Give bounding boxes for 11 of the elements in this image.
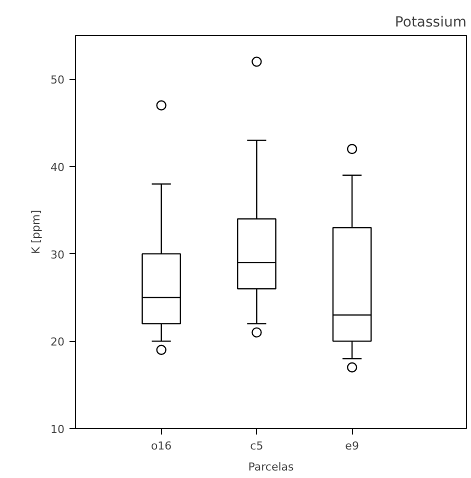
y-tick-label: 10	[50, 423, 65, 436]
y-tick-label: 50	[50, 74, 65, 87]
y-tick-label: 20	[50, 336, 65, 349]
x-tick-label: c5	[250, 440, 264, 452]
x-tick-label: o16	[150, 440, 172, 452]
x-tick-label: e9	[345, 440, 359, 452]
y-tick-label: 30	[50, 248, 65, 262]
y-tick-label: 40	[50, 161, 65, 174]
x-axis-title: Parcelas	[248, 460, 294, 474]
y-axis-title: K [ppm]	[30, 210, 43, 254]
chart-title: Potassium	[394, 14, 467, 30]
